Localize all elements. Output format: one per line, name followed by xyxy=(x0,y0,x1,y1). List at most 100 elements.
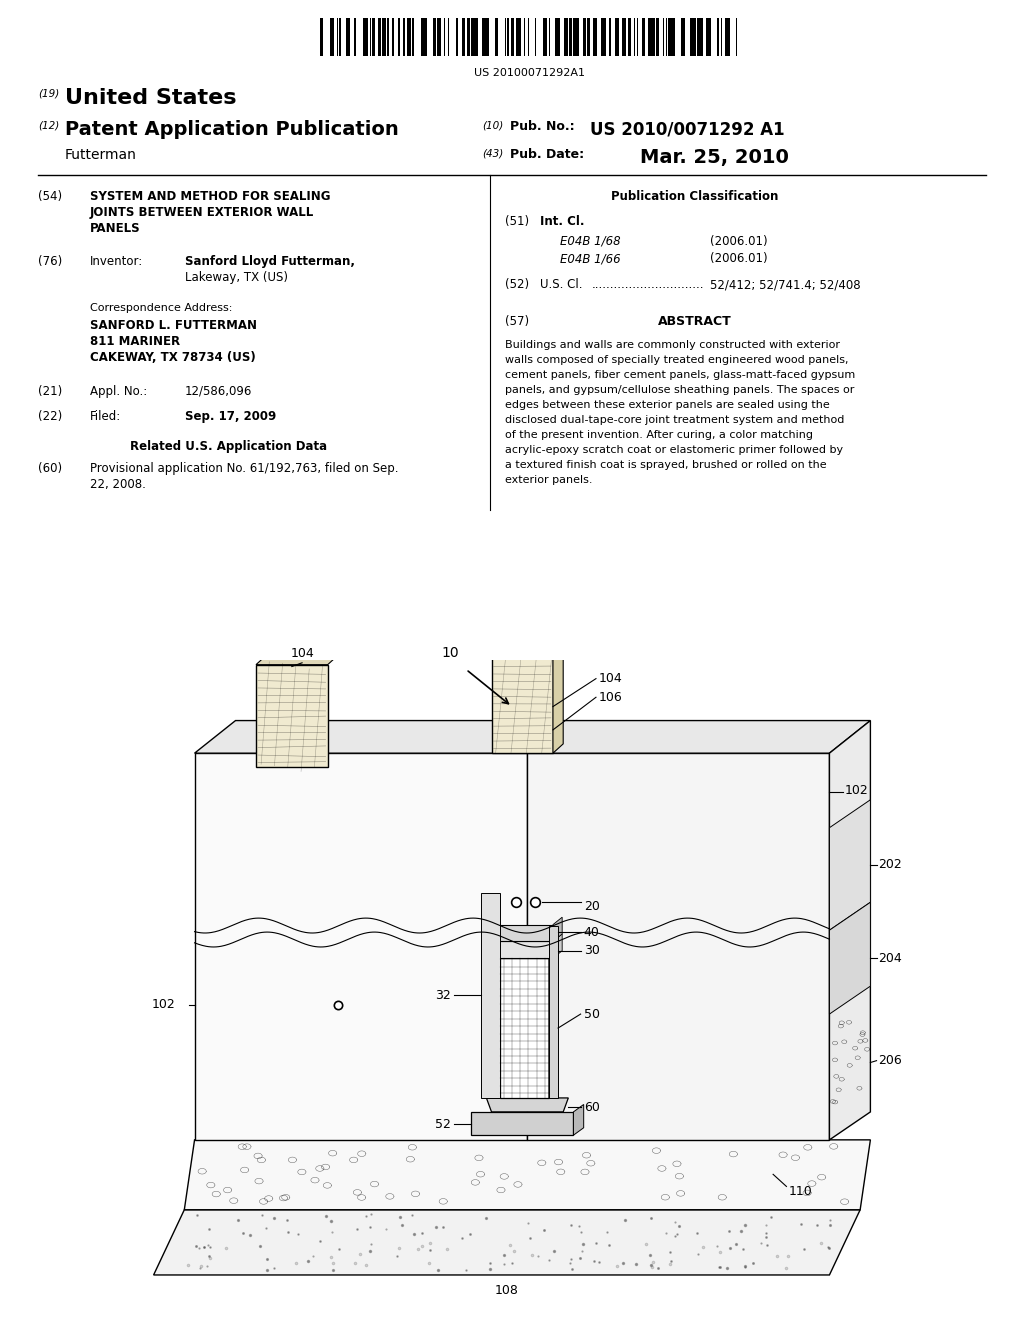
Text: disclosed dual-tape-core joint treatment system and method: disclosed dual-tape-core joint treatment… xyxy=(505,414,845,425)
Bar xyxy=(697,18,702,55)
Bar xyxy=(407,18,411,55)
Bar xyxy=(601,18,606,55)
Polygon shape xyxy=(573,1105,584,1135)
Bar xyxy=(593,18,597,55)
Polygon shape xyxy=(553,917,562,941)
Text: a textured finish coat is sprayed, brushed or rolled on the: a textured finish coat is sprayed, brush… xyxy=(505,459,826,470)
Bar xyxy=(319,18,323,55)
Text: US 20100071292A1: US 20100071292A1 xyxy=(474,69,586,78)
Bar xyxy=(482,18,489,55)
Bar xyxy=(637,18,638,55)
Text: (52): (52) xyxy=(505,279,529,290)
Text: Filed:: Filed: xyxy=(90,411,121,422)
Text: 10: 10 xyxy=(441,645,460,660)
Bar xyxy=(543,18,547,55)
Bar xyxy=(481,892,500,1098)
Text: (12): (12) xyxy=(38,120,59,129)
Bar xyxy=(609,18,610,55)
Bar xyxy=(583,18,586,55)
Text: Related U.S. Application Data: Related U.S. Application Data xyxy=(130,440,327,453)
Bar xyxy=(378,18,381,55)
Text: SANFORD L. FUTTERMAN: SANFORD L. FUTTERMAN xyxy=(90,319,257,333)
Text: Patent Application Publication: Patent Application Publication xyxy=(65,120,398,139)
Text: acrylic-epoxy scratch coat or elastomeric primer followed by: acrylic-epoxy scratch coat or elastomeri… xyxy=(505,445,843,455)
Polygon shape xyxy=(829,721,870,1140)
Bar xyxy=(433,18,435,55)
Text: Correspondence Address:: Correspondence Address: xyxy=(90,304,232,313)
Bar xyxy=(495,18,498,55)
Text: (10): (10) xyxy=(482,120,503,129)
Text: Provisional application No. 61/192,763, filed on Sep.: Provisional application No. 61/192,763, … xyxy=(90,462,398,475)
Polygon shape xyxy=(486,1098,568,1111)
Bar xyxy=(511,18,514,55)
Text: (54): (54) xyxy=(38,190,62,203)
Polygon shape xyxy=(553,935,562,958)
Text: 52/412; 52/741.4; 52/408: 52/412; 52/741.4; 52/408 xyxy=(710,279,860,290)
Bar xyxy=(362,18,369,55)
Text: 22, 2008.: 22, 2008. xyxy=(90,478,145,491)
Text: Pub. Date:: Pub. Date: xyxy=(510,148,584,161)
Bar xyxy=(648,18,654,55)
Bar xyxy=(499,924,553,941)
Polygon shape xyxy=(195,721,870,754)
Bar xyxy=(549,925,558,1098)
Text: Publication Classification: Publication Classification xyxy=(611,190,778,203)
Bar xyxy=(256,665,328,767)
Bar xyxy=(462,18,465,55)
Bar xyxy=(421,18,427,55)
Text: (57): (57) xyxy=(505,315,529,327)
Text: (19): (19) xyxy=(38,88,59,98)
Text: cement panels, fiber cement panels, glass-matt-faced gypsum: cement panels, fiber cement panels, glas… xyxy=(505,370,855,380)
Text: Int. Cl.: Int. Cl. xyxy=(540,215,585,228)
Bar xyxy=(663,18,665,55)
Text: 40: 40 xyxy=(584,925,600,939)
Bar xyxy=(330,18,334,55)
Bar xyxy=(382,18,386,55)
Bar xyxy=(500,958,549,1098)
Text: SYSTEM AND METHOD FOR SEALING: SYSTEM AND METHOD FOR SEALING xyxy=(90,190,331,203)
Polygon shape xyxy=(553,645,563,754)
Text: Sanford Lloyd Futterman,: Sanford Lloyd Futterman, xyxy=(185,255,355,268)
Text: E04B 1/66: E04B 1/66 xyxy=(560,252,621,265)
Bar xyxy=(497,941,553,958)
Bar xyxy=(736,18,737,55)
Polygon shape xyxy=(527,754,829,1140)
Text: 32: 32 xyxy=(435,989,451,1002)
Bar xyxy=(492,655,553,754)
Text: Mar. 25, 2010: Mar. 25, 2010 xyxy=(640,148,788,168)
Text: of the present invention. After curing, a color matching: of the present invention. After curing, … xyxy=(505,430,813,440)
Bar xyxy=(535,18,537,55)
Bar xyxy=(669,18,675,55)
Text: Inventor:: Inventor: xyxy=(90,255,143,268)
Bar xyxy=(634,18,635,55)
Bar xyxy=(507,18,509,55)
Text: (43): (43) xyxy=(482,148,503,158)
Text: Appl. No.:: Appl. No.: xyxy=(90,385,147,399)
Text: United States: United States xyxy=(65,88,237,108)
Text: US 2010/0071292 A1: US 2010/0071292 A1 xyxy=(590,120,784,139)
Text: Futterman: Futterman xyxy=(65,148,137,162)
Text: 202: 202 xyxy=(879,858,902,871)
Polygon shape xyxy=(549,950,558,1098)
Polygon shape xyxy=(184,1140,870,1209)
Text: JOINTS BETWEEN EXTERIOR WALL: JOINTS BETWEEN EXTERIOR WALL xyxy=(90,206,314,219)
Bar xyxy=(515,18,521,55)
Polygon shape xyxy=(829,903,870,1014)
Text: 108: 108 xyxy=(495,1284,519,1298)
Text: 206: 206 xyxy=(879,1055,902,1067)
Text: exterior panels.: exterior panels. xyxy=(505,475,593,484)
Text: E04B 1/68: E04B 1/68 xyxy=(560,235,621,248)
Bar xyxy=(437,18,441,55)
Text: (2006.01): (2006.01) xyxy=(710,235,768,248)
Bar xyxy=(337,18,338,55)
Bar xyxy=(717,18,719,55)
Text: (21): (21) xyxy=(38,385,62,399)
Bar xyxy=(370,18,371,55)
Bar xyxy=(721,18,722,55)
Text: 30: 30 xyxy=(584,944,600,957)
Bar xyxy=(339,18,341,55)
Text: CAKEWAY, TX 78734 (US): CAKEWAY, TX 78734 (US) xyxy=(90,351,256,364)
Bar xyxy=(402,18,406,55)
Text: Lakeway, TX (US): Lakeway, TX (US) xyxy=(185,271,288,284)
Bar xyxy=(354,18,355,55)
